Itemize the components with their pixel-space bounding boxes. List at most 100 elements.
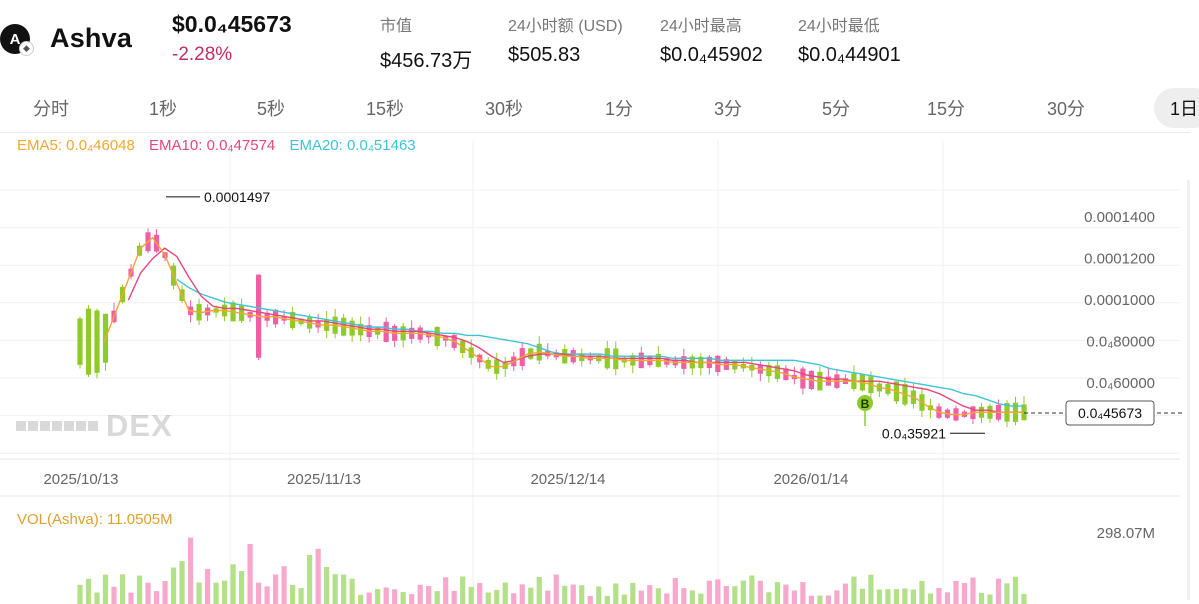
volume-bar [732,586,738,604]
volume-bar [825,595,831,604]
tab-5m[interactable]: 5分 [821,99,850,119]
volume-bar [477,583,483,604]
volume-bar [876,589,883,604]
tab-30m[interactable]: 30分 [1046,99,1086,119]
candle-body [85,308,92,375]
volume-bar [434,591,440,604]
volume-bar [136,575,143,604]
volume-bar [808,595,814,604]
current-price-box [1065,400,1155,426]
current-price-label: 0.0₄45673 [1078,405,1142,421]
volume-bar [953,580,959,604]
y-axis-tick-label: 0.0₄80000 [1086,334,1155,351]
stat-market-cap: 市值 $456.73万 [380,12,472,73]
x-axis-tick-label: 2025/12/14 [530,471,605,488]
volume-bar [187,537,194,604]
watermark-text: DEX [106,408,173,443]
stat-label: 市值 [380,18,413,35]
chain-icon: ◆ [19,41,34,56]
volume-bar [179,561,185,604]
stat-value: $505.83 [508,44,581,66]
buy-marker-label: B [861,397,870,411]
volume-bar [247,543,253,604]
volume-bar [749,575,755,604]
timeframe-tabs: 分时 1秒 5秒 15秒 30秒 1分 3分 5分 15分 30分 1日 [0,88,1199,130]
tab-time-sharing[interactable]: 分时 [33,99,69,119]
volume-bar [851,576,857,604]
volume-bar [655,588,661,604]
y-axis-tick-label: 0.0001000 [1084,292,1155,309]
volume-bar [145,582,151,604]
tab-1d[interactable]: 1日 [1154,88,1199,128]
stat-24h-volume: 24小时额 (USD) $505.83 [508,12,623,67]
volume-bar [409,594,415,604]
volume-bar [672,578,678,604]
volume-bar [910,589,917,604]
volume-bar [196,582,202,604]
volume-bar [1004,583,1010,604]
volume-bar [1021,593,1027,604]
volume-bar [885,589,891,604]
tab-1m[interactable]: 1分 [604,99,633,119]
volume-bar [383,587,389,604]
x-axis-tick-label: 2026/01/14 [773,471,848,488]
volume-bar [995,578,1002,604]
stat-value: $456.73万 [380,50,473,72]
volume-bar [936,588,942,604]
volume-bar [664,593,670,604]
volume-bar [119,574,126,604]
volume-bar [791,590,797,604]
volume-bar [273,574,279,604]
volume-bar [536,576,542,604]
stat-label: 24小时最高 [660,18,742,35]
volume-bar [255,582,262,604]
tab-15m[interactable]: 15分 [926,99,966,119]
volume-bar [621,594,627,604]
token-name: Ashva [50,23,133,53]
volume-bar [528,587,534,604]
volume-bar [970,577,976,604]
price-change: -2.28% [172,44,233,65]
volume-bar [162,581,168,604]
right-scrollbar[interactable] [1187,180,1190,600]
volume-bar [204,569,211,604]
tab-3m[interactable]: 3分 [713,99,742,119]
stat-value: $0.0₄45902 [660,44,763,66]
ema20-line [176,278,1024,407]
volume-bar [264,586,270,604]
volume-bar [604,595,610,604]
volume-bar [698,593,704,604]
volume-bar [349,578,355,604]
tab-5s[interactable]: 5秒 [256,99,285,119]
volume-bar [579,585,585,604]
tab-1s[interactable]: 1秒 [148,99,177,119]
okx-logo-icon [16,421,98,431]
stat-label: 24小时额 (USD) [508,18,623,35]
volume-bar [238,570,245,604]
tab-15s[interactable]: 15秒 [365,99,405,119]
volume-bar [375,589,381,604]
tab-30s[interactable]: 30秒 [484,99,524,119]
volume-bar [213,582,219,604]
volume-bar [307,554,313,604]
tabs-divider [0,132,1190,133]
stat-value: $0.0₄44901 [798,44,901,66]
y-axis-tick-label: 0.0₄60000 [1086,375,1155,392]
volume-bar [944,592,951,604]
volume-bar [1012,576,1019,604]
volume-bar [596,586,602,604]
volume-bar [494,589,500,604]
token-header: A ◆ Ashva $0.0₄45673 -2.28% 市值 $456.73万 … [0,0,1199,84]
y-axis-tick-label: 0.0001200 [1084,251,1155,268]
volume-bar [740,580,746,604]
volume-bar [77,584,83,604]
x-axis-tick-label: 2025/10/13 [43,471,118,488]
volume-bar [638,590,644,604]
volume-bar [358,594,364,604]
volume-bar [919,580,925,604]
volume-bar [647,585,653,604]
volume-bar [85,578,92,604]
volume-bar [502,582,508,604]
token-price: $0.0₄45673 [172,11,292,37]
